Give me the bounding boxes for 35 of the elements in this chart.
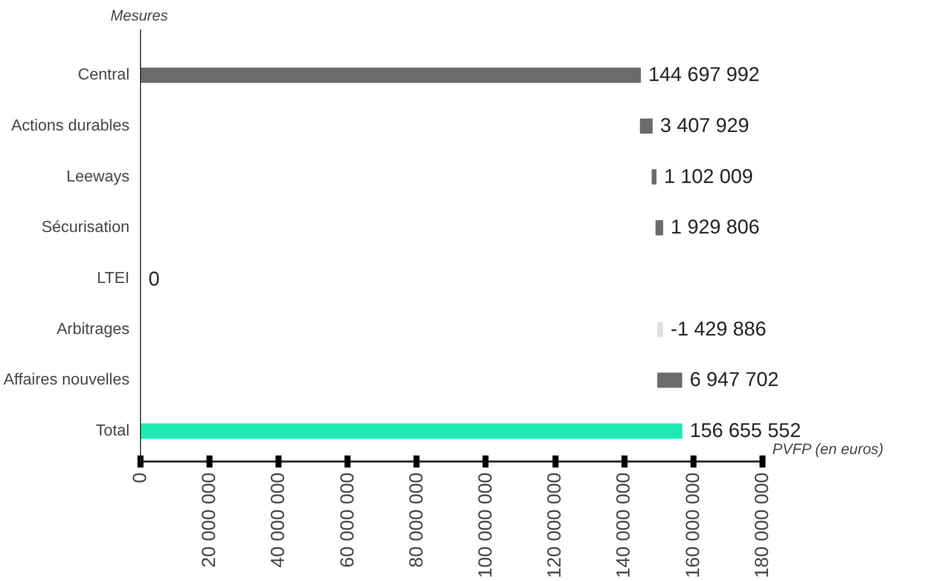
data-label: 6 947 702 (690, 369, 779, 392)
bar (140, 68, 641, 83)
x-tick-label: 100 000 000 (475, 472, 496, 578)
y-tick-label: Actions durables (11, 118, 130, 135)
bar (657, 372, 682, 388)
bar (655, 220, 664, 236)
y-tick-label: LTEI (96, 270, 130, 288)
data-label: 3 407 929 (660, 115, 750, 138)
x-tick-label: 40 000 000 (268, 472, 290, 568)
bar (652, 169, 656, 185)
x-axis-title: PVFP (en euros) (772, 441, 884, 458)
x-tick-label: 80 000 000 (406, 472, 428, 568)
y-tick-label: Sécurisation (41, 219, 130, 236)
data-label: 156 655 552 (690, 420, 801, 442)
data-label: 0 (148, 268, 160, 291)
data-label: -1 429 886 (670, 318, 766, 340)
y-tick-label: Affaires nouvelles (4, 372, 130, 389)
y-axis-title: Mesures (110, 8, 169, 24)
x-tick-label: 160 000 000 (682, 472, 704, 578)
x-tick-label: 20 000 000 (199, 472, 220, 568)
x-tick-label: 140 000 000 (614, 472, 635, 578)
x-tick-label: 120 000 000 (544, 472, 566, 578)
data-label: 144 697 992 (648, 64, 760, 86)
x-tick-label: 180 000 000 (752, 472, 773, 578)
bar (140, 423, 682, 439)
y-tick-label: Arbitrages (56, 320, 130, 338)
x-tick-label: 60 000 000 (337, 472, 358, 568)
y-tick-label: Central (78, 66, 130, 84)
data-label: 1 929 806 (670, 216, 760, 239)
bar (657, 322, 664, 337)
y-tick-label: Total (96, 422, 130, 440)
y-tick-label: Leeways (66, 168, 130, 186)
data-label: 1 102 009 (664, 166, 753, 188)
bar (640, 118, 653, 134)
x-tick-label: 0 (130, 472, 151, 484)
